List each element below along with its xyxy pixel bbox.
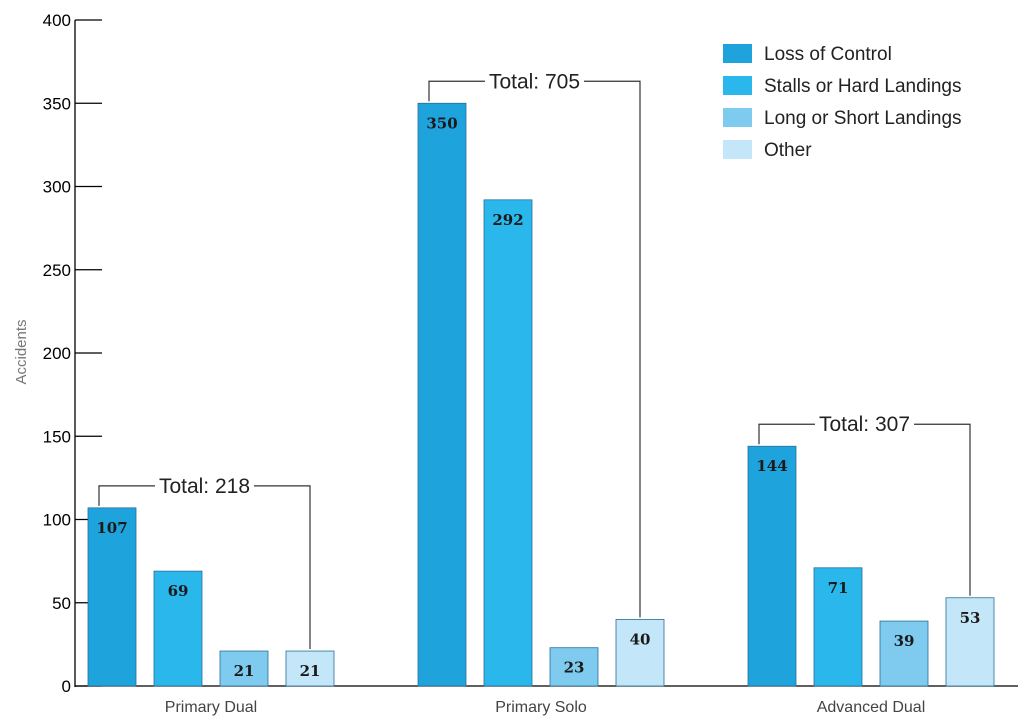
data-label: 39 — [894, 632, 915, 650]
bar — [417, 102, 467, 687]
category-labels: Primary Dual Primary Solo Advanced Dual — [165, 699, 925, 716]
y-ticks: 0 50 100 150 200 250 300 350 400 — [43, 11, 102, 696]
data-label: 144 — [756, 457, 787, 475]
bar — [747, 445, 797, 687]
bar — [879, 620, 929, 687]
legend: Loss of Control Stalls or Hard Landings Lo… — [723, 44, 962, 161]
bars: 107 69 21 21 350 292 23 40 144 71 39 53 — [87, 102, 995, 687]
legend-swatch — [723, 44, 752, 63]
data-label: 69 — [168, 582, 189, 600]
y-axis-label: Accidents — [13, 319, 30, 384]
data-label: 40 — [630, 630, 651, 648]
y-tick-label: 200 — [43, 344, 71, 363]
bar — [483, 199, 533, 687]
total-bracket-right — [584, 80, 641, 618]
legend-entry: Stalls or Hard Landings — [764, 76, 962, 97]
legend-swatch — [723, 108, 752, 127]
data-label: 21 — [300, 662, 321, 680]
y-tick-label: 50 — [52, 594, 71, 613]
bar — [87, 507, 137, 687]
legend-entry: Other — [764, 140, 812, 161]
legend-entry: Loss of Control — [764, 44, 892, 65]
bar — [813, 567, 863, 687]
x-tick-label: Primary Solo — [495, 699, 587, 716]
data-label: 350 — [426, 114, 457, 132]
y-tick-label: 300 — [43, 178, 71, 197]
data-label: 53 — [960, 609, 981, 627]
data-label: 21 — [234, 662, 255, 680]
legend-swatch — [723, 140, 752, 159]
data-label: 71 — [828, 579, 849, 597]
y-tick-label: 250 — [43, 261, 71, 280]
x-tick-label: Advanced Dual — [817, 699, 926, 716]
total-bracket-left — [98, 485, 155, 506]
bar — [549, 647, 599, 687]
y-tick-label: 400 — [43, 11, 71, 30]
total-bracket-right — [254, 485, 311, 650]
total-label: Total: 705 — [489, 70, 580, 93]
total-bracket-left — [758, 423, 815, 445]
y-tick-label: 350 — [43, 94, 71, 113]
total-label: Total: 307 — [819, 413, 910, 436]
y-tick-label: 150 — [43, 427, 71, 446]
total-brackets: Total: 218 Total: 705 Total: 307 — [98, 70, 971, 650]
total-bracket-right — [914, 423, 971, 596]
total-bracket-left — [428, 80, 485, 102]
bar — [153, 570, 203, 687]
legend-entry: Long or Short Landings — [764, 108, 962, 129]
legend-swatch — [723, 76, 752, 95]
data-label: 292 — [492, 211, 523, 229]
bar — [285, 650, 335, 687]
y-tick-label: 0 — [62, 677, 71, 696]
bar — [615, 619, 665, 687]
bar — [219, 650, 269, 687]
total-label: Total: 218 — [159, 475, 250, 498]
data-label: 107 — [96, 519, 127, 537]
bar — [945, 597, 995, 687]
x-tick-label: Primary Dual — [165, 699, 257, 716]
y-tick-label: 100 — [43, 511, 71, 530]
data-label: 23 — [564, 659, 585, 677]
